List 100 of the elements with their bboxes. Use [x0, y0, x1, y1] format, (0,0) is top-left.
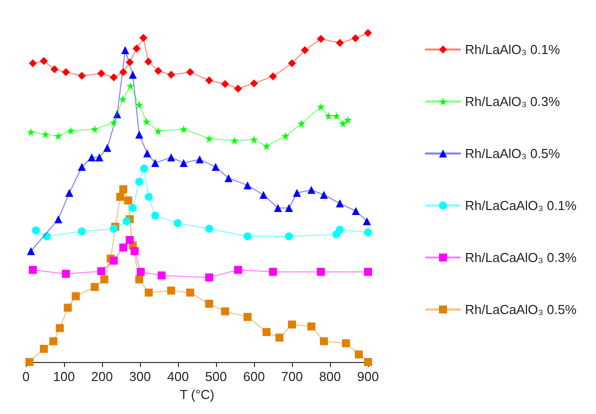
point: [144, 192, 153, 201]
point: [234, 266, 242, 274]
x-tick-label: 700: [281, 369, 303, 384]
point: [144, 288, 153, 297]
point: [110, 118, 118, 126]
point: [354, 350, 363, 358]
point: [336, 199, 344, 208]
point: [307, 186, 316, 194]
point: [342, 339, 350, 348]
point: [275, 334, 284, 342]
point: [49, 337, 58, 346]
point: [300, 46, 309, 54]
point: [244, 232, 252, 240]
legend-label: Rh/LaCaAlO₃ 0.3%: [465, 250, 577, 265]
point: [65, 188, 74, 197]
point: [336, 226, 344, 234]
point: [119, 185, 128, 194]
point: [364, 268, 372, 276]
point: [88, 153, 96, 162]
point: [269, 268, 277, 276]
point: [244, 181, 252, 190]
point: [151, 158, 160, 167]
point: [250, 79, 258, 88]
point: [205, 76, 214, 84]
point: [62, 68, 70, 76]
point: [292, 188, 301, 197]
point: [56, 324, 64, 332]
point: [118, 95, 127, 104]
point: [32, 226, 40, 234]
point: [50, 65, 58, 74]
x-tick-label: 900: [357, 369, 379, 384]
point: [40, 56, 48, 65]
point: [298, 119, 306, 128]
point: [244, 312, 252, 321]
x-tick-label: 200: [91, 369, 113, 384]
point: [28, 266, 37, 274]
point: [95, 153, 104, 162]
point: [205, 300, 214, 308]
point: [78, 162, 86, 171]
point: [186, 68, 194, 76]
point: [144, 58, 152, 66]
point: [221, 307, 230, 316]
point: [126, 236, 134, 244]
point: [54, 215, 62, 224]
point: [284, 204, 293, 212]
point: [158, 271, 166, 280]
x-tick-label: 600: [243, 369, 265, 384]
x-tick-label: 100: [53, 369, 75, 384]
point: [103, 144, 112, 152]
point: [352, 206, 360, 215]
point: [128, 70, 137, 79]
point: [186, 288, 194, 297]
point: [167, 153, 176, 162]
legend-label: Rh/LaCaAlO₃ 0.5%: [465, 302, 577, 317]
point: [42, 232, 51, 240]
point: [90, 282, 99, 291]
point: [274, 204, 282, 212]
legend-label: Rh/LaAlO₃ 0.3%: [465, 94, 560, 109]
legend-label: Rh/LaAlO₃ 0.5%: [465, 146, 560, 161]
point: [336, 38, 344, 47]
point: [97, 267, 106, 276]
point: [269, 72, 277, 80]
point: [136, 268, 145, 276]
point: [140, 164, 148, 173]
point: [167, 70, 176, 79]
point: [119, 68, 128, 76]
point: [143, 149, 152, 158]
point: [116, 192, 124, 201]
x-axis-title: T (°C): [180, 386, 214, 402]
point: [154, 127, 162, 136]
point: [121, 46, 130, 54]
point: [135, 100, 144, 109]
point: [221, 80, 230, 88]
point: [284, 232, 293, 240]
point: [364, 29, 372, 37]
point: [288, 59, 296, 68]
point: [212, 162, 220, 171]
point: [132, 44, 141, 52]
point: [126, 58, 134, 66]
point: [205, 273, 214, 282]
x-tick-label: 300: [129, 369, 151, 384]
point: [196, 155, 204, 164]
point: [167, 286, 176, 295]
point: [139, 34, 148, 42]
point: [224, 174, 233, 182]
point: [344, 116, 352, 124]
point: [205, 134, 214, 143]
point: [180, 158, 188, 167]
point: [174, 219, 182, 228]
point: [364, 228, 372, 236]
point: [26, 247, 35, 256]
point: [40, 344, 48, 353]
point: [230, 136, 239, 145]
point: [288, 320, 296, 328]
point: [72, 292, 80, 300]
legend-label: Rh/LaAlO₃ 0.1%: [465, 42, 560, 57]
point: [142, 118, 150, 126]
point: [128, 204, 137, 212]
x-tick-label: 500: [205, 369, 227, 384]
point: [135, 275, 144, 284]
